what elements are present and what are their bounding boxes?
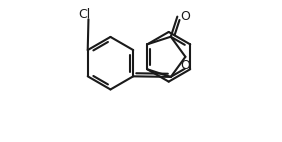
Text: O: O (180, 59, 190, 72)
Text: O: O (180, 10, 190, 23)
Text: Cl: Cl (78, 8, 90, 21)
